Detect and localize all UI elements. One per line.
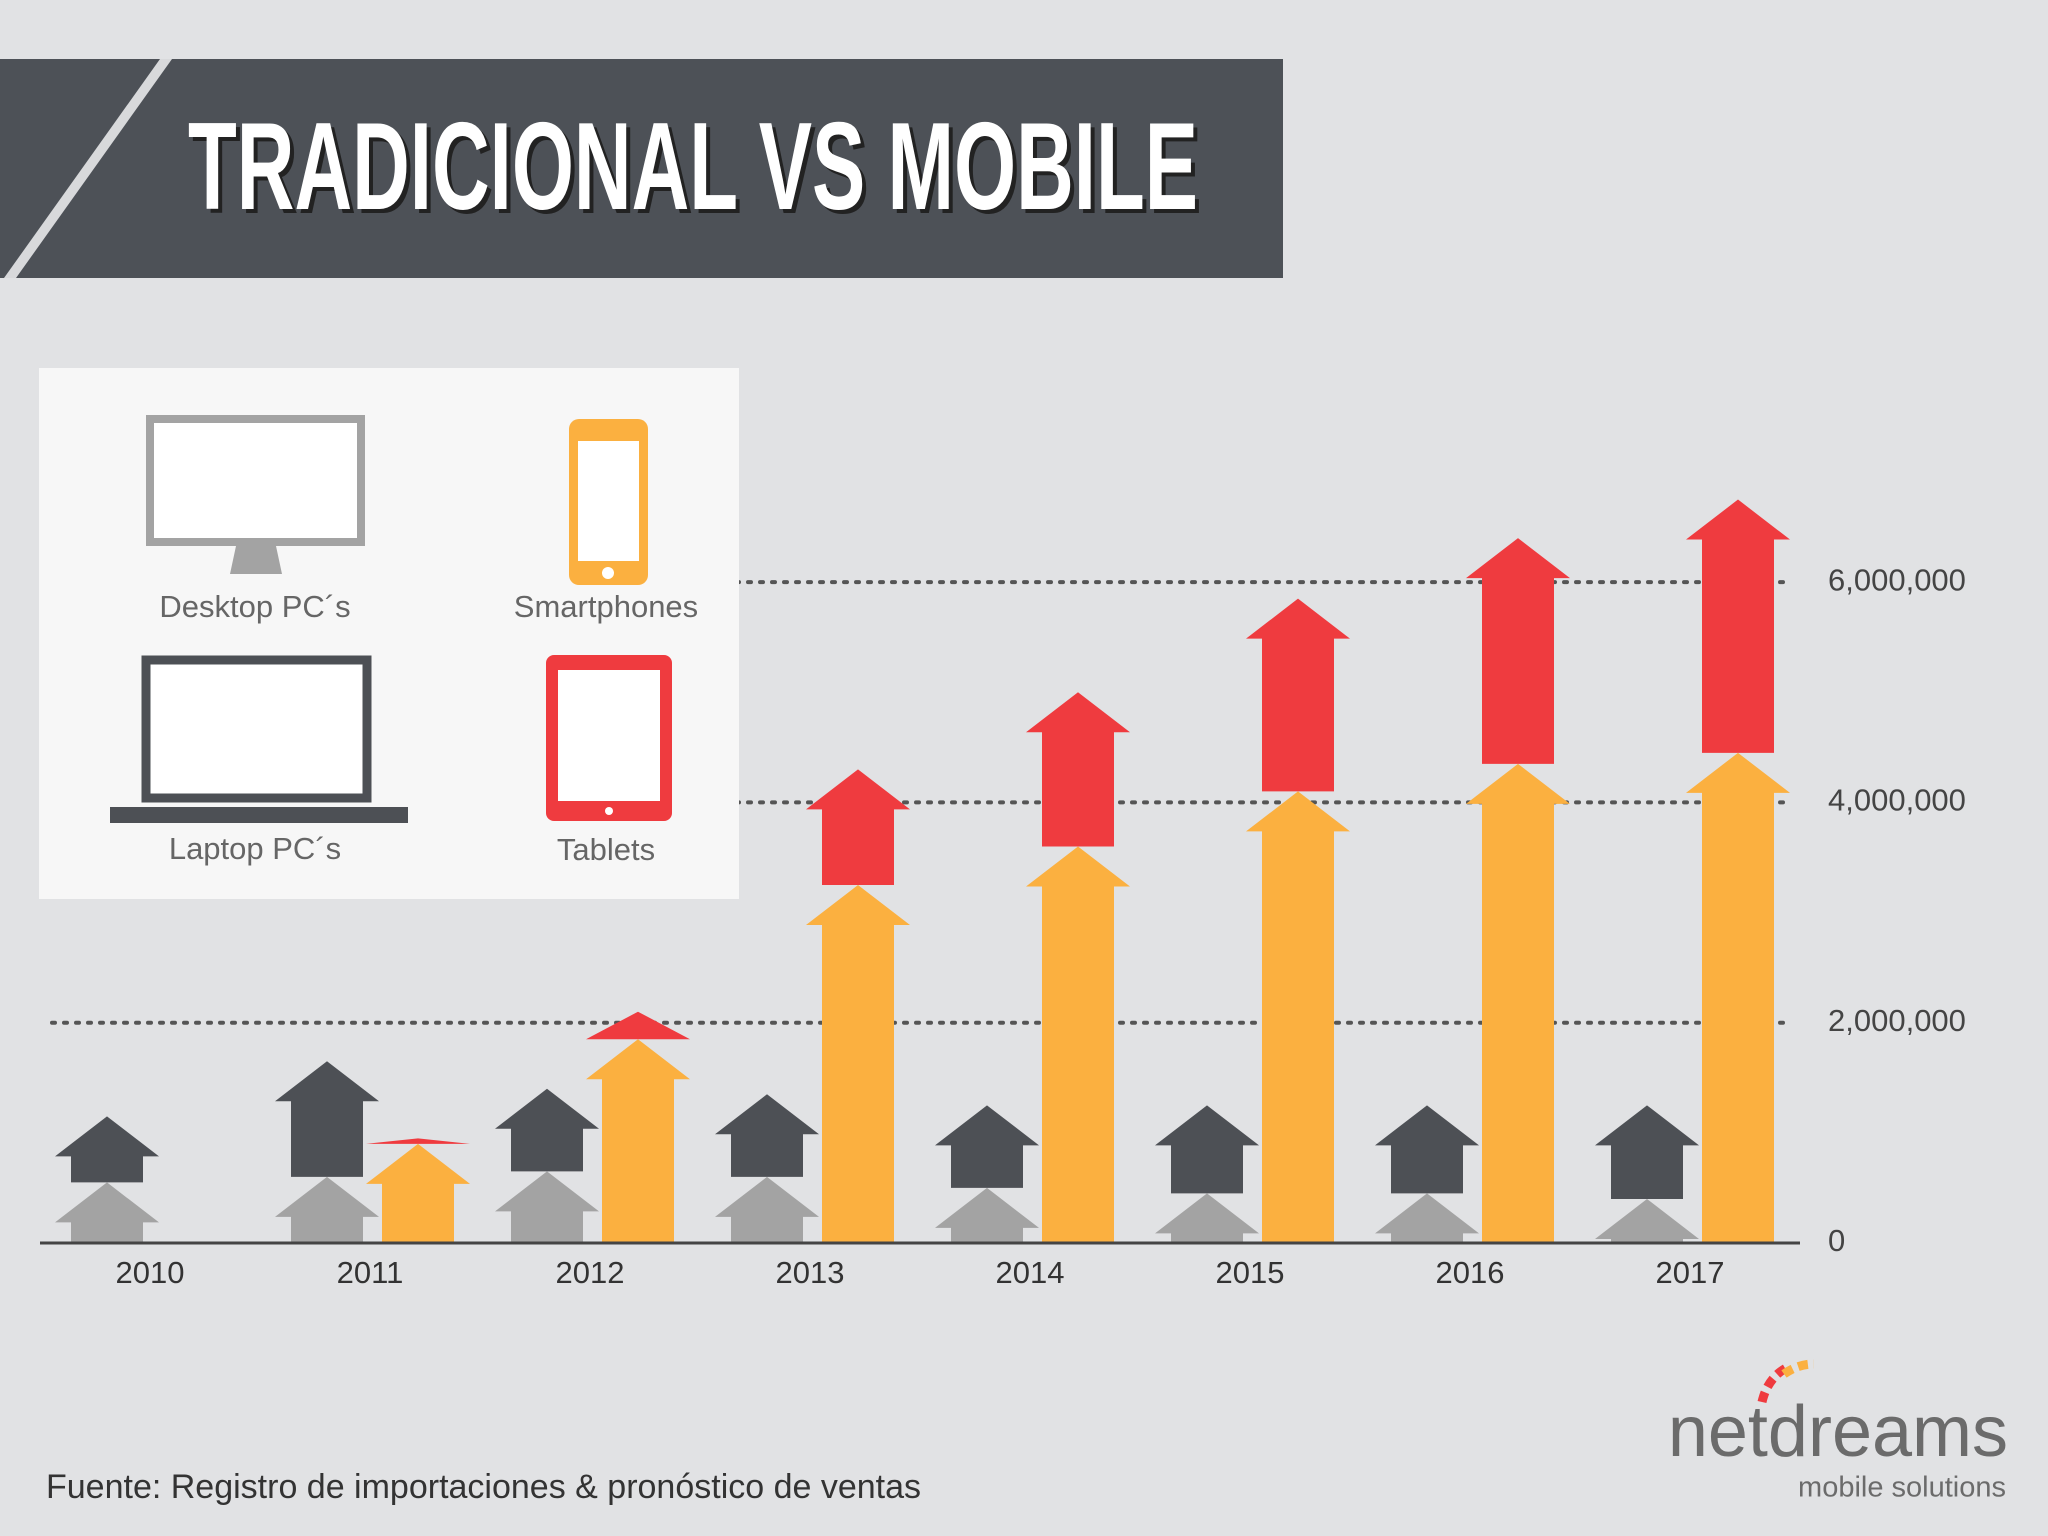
arrow-segment — [1686, 499, 1790, 753]
brand-tagline: mobile solutions — [1798, 1472, 2006, 1504]
source-note: Fuente: Registro de importaciones & pron… — [46, 1468, 921, 1506]
legend: Desktop PC´s Laptop PC´s Smartphones Tab… — [39, 368, 739, 899]
arrow-segment — [1595, 1105, 1699, 1199]
chart-title: TRADICIONAL VS MOBILE — [188, 98, 1198, 236]
arrow-segment — [1686, 752, 1790, 1243]
x-tick-label: 2013 — [776, 1255, 845, 1290]
legend-label: Tablets — [557, 832, 655, 867]
arrow-segment — [495, 1171, 599, 1243]
legend-label: Smartphones — [514, 589, 698, 624]
x-tick-label: 2011 — [337, 1255, 404, 1290]
x-tick-label: 2010 — [116, 1255, 185, 1290]
arrow-segment — [1246, 598, 1350, 792]
x-tick-label: 2014 — [996, 1255, 1065, 1290]
smartphone-button — [602, 567, 614, 579]
logo-arc — [1781, 1359, 1815, 1378]
arrow-segment — [806, 769, 910, 886]
arrow-segment — [586, 1011, 690, 1040]
arrow-segment — [935, 1187, 1039, 1243]
tablet-screen — [558, 670, 660, 801]
arrow-segment — [366, 1138, 470, 1144]
arrow-segment — [1466, 763, 1570, 1243]
arrow-segment — [55, 1182, 159, 1243]
arrow-segment — [935, 1105, 1039, 1188]
laptop-base — [110, 807, 408, 823]
x-tick-label: 2016 — [1436, 1255, 1505, 1290]
logo-arc — [1757, 1361, 1793, 1404]
desktop-stand — [230, 546, 282, 574]
arrow-segment — [1026, 846, 1130, 1243]
arrow-segment — [1246, 791, 1350, 1243]
banner-stripe — [4, 59, 172, 278]
arrow-segment — [1466, 538, 1570, 764]
arrow-segment — [715, 1176, 819, 1243]
arrow-segment — [1155, 1193, 1259, 1243]
arrow-segment — [495, 1088, 599, 1172]
y-tick-label: 4,000,000 — [1828, 783, 1966, 818]
arrow-segment — [366, 1143, 470, 1243]
arrow-segment — [1375, 1193, 1479, 1243]
x-tick-label: 2015 — [1216, 1255, 1285, 1290]
arrow-segment — [586, 1039, 690, 1243]
tablet-button — [605, 807, 613, 815]
arrow-segment — [1375, 1105, 1479, 1194]
legend-label: Laptop PC´s — [169, 831, 341, 866]
arrow-segment — [1595, 1198, 1699, 1243]
title-banner — [0, 59, 1283, 278]
x-tick-label: 2017 — [1656, 1255, 1725, 1290]
arrow-segment — [1026, 692, 1130, 847]
laptop-icon — [141, 655, 372, 803]
arrow-segment — [275, 1176, 379, 1243]
arrow-segment — [275, 1061, 379, 1177]
desktop-icon — [146, 415, 365, 546]
legend-label: Desktop PC´s — [159, 589, 350, 624]
y-tick-label: 6,000,000 — [1828, 562, 1966, 597]
arrow-segment — [715, 1094, 819, 1177]
brand-name: netdreams — [1668, 1392, 2008, 1472]
y-tick-label: 0 — [1828, 1223, 1845, 1258]
x-tick-label: 2012 — [556, 1255, 625, 1290]
y-tick-label: 2,000,000 — [1828, 1003, 1966, 1038]
arrow-segment — [806, 885, 910, 1243]
arrow-segment — [55, 1116, 159, 1183]
arrow-segment — [1155, 1105, 1259, 1194]
smartphone-screen — [578, 441, 639, 561]
